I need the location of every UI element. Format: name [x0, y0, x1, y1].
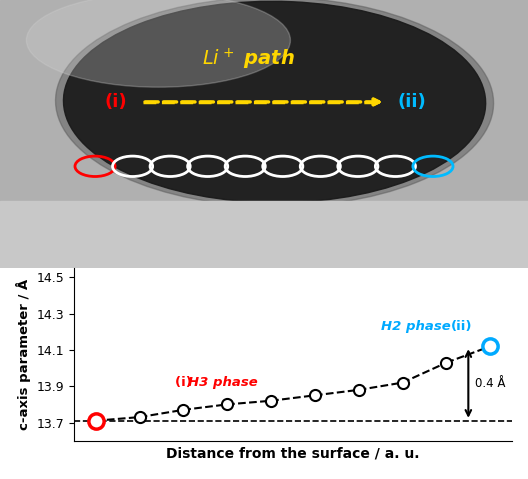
Text: (i): (i)	[175, 376, 196, 389]
Text: (ii): (ii)	[398, 93, 426, 111]
Ellipse shape	[55, 0, 494, 206]
Y-axis label: c-axis parameter / Å: c-axis parameter / Å	[16, 279, 31, 430]
Text: 0.4 Å: 0.4 Å	[475, 377, 505, 390]
Text: H3 phase: H3 phase	[188, 376, 258, 389]
Ellipse shape	[26, 0, 290, 87]
X-axis label: Distance from the surface / a. u.: Distance from the surface / a. u.	[166, 446, 420, 460]
Text: H2 phase: H2 phase	[381, 320, 455, 333]
Bar	[0, 201, 528, 268]
Text: (ii): (ii)	[451, 320, 473, 333]
Text: $Li^+$ path: $Li^+$ path	[202, 46, 295, 72]
Text: (i): (i)	[105, 93, 127, 111]
Ellipse shape	[63, 1, 486, 203]
